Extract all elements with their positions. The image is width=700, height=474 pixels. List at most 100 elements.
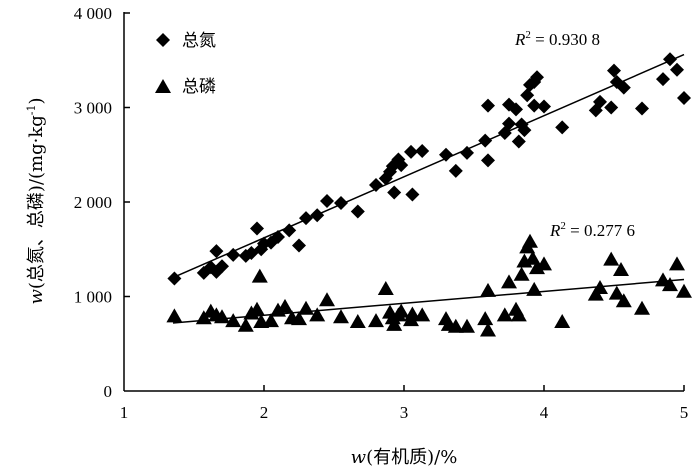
point-phosphorus xyxy=(368,313,384,328)
point-phosphorus xyxy=(309,307,326,322)
point-phosphorus xyxy=(404,306,421,321)
point-nitrogen xyxy=(405,187,420,202)
legend-triangle-marker xyxy=(155,79,171,93)
point-phosphorus xyxy=(263,313,279,328)
trend-lines xyxy=(172,53,685,324)
point-nitrogen xyxy=(334,195,348,210)
y-tick-label: 2 000 xyxy=(74,193,112,212)
point-phosphorus xyxy=(166,308,183,323)
x-axis-title: w(有机质)/% xyxy=(351,447,458,468)
point-nitrogen xyxy=(607,63,621,78)
trendline-nitrogen xyxy=(172,53,685,279)
point-nitrogen xyxy=(537,99,551,114)
y-tick-label: 1 000 xyxy=(74,288,112,307)
legend-diamond-marker xyxy=(156,33,170,47)
r2-nitrogen-sup: 2 xyxy=(525,29,531,41)
point-nitrogen xyxy=(394,158,409,173)
point-phosphorus xyxy=(554,314,571,329)
point-nitrogen xyxy=(517,123,532,138)
y-tick-label: 3 000 xyxy=(74,99,112,118)
point-phosphorus xyxy=(529,260,545,275)
point-phosphorus xyxy=(459,318,475,333)
point-phosphorus xyxy=(349,314,366,329)
point-nitrogen xyxy=(509,102,523,117)
point-phosphorus xyxy=(377,280,394,295)
point-nitrogen xyxy=(415,143,430,158)
point-nitrogen xyxy=(656,72,670,87)
x-axis-title-text: (有机质)/% xyxy=(366,447,457,468)
r2-phosphorus-symbol: R xyxy=(549,221,561,240)
point-phosphorus xyxy=(608,285,625,300)
point-nitrogen xyxy=(215,259,229,274)
point-phosphorus xyxy=(592,279,608,294)
point-phosphorus xyxy=(477,311,494,326)
point-phosphorus xyxy=(501,274,517,289)
point-phosphorus xyxy=(480,322,496,337)
point-nitrogen xyxy=(226,247,241,262)
y-axis-title-text: (总氮、总磷)/(mg·kg xyxy=(26,115,47,289)
point-nitrogen xyxy=(460,145,474,160)
point-nitrogen xyxy=(677,91,691,106)
point-phosphorus xyxy=(333,309,349,324)
r2-nitrogen-value: = 0.930 8 xyxy=(531,30,600,49)
x-axis-title-var: w xyxy=(351,447,367,468)
point-phosphorus xyxy=(386,316,403,331)
legend: 总氮 总磷 xyxy=(155,31,216,97)
r2-phosphorus-sup: 2 xyxy=(560,220,566,232)
y-axis-title-sup: -1 xyxy=(25,105,38,116)
point-phosphorus xyxy=(214,309,230,324)
x-tick-label: 1 xyxy=(120,403,129,422)
point-phosphorus xyxy=(277,298,293,313)
point-nitrogen xyxy=(167,271,182,286)
point-nitrogen xyxy=(635,101,649,116)
point-nitrogen xyxy=(511,134,526,149)
point-phosphorus xyxy=(662,277,678,292)
point-phosphorus xyxy=(536,256,552,271)
point-phosphorus xyxy=(270,302,286,317)
point-nitrogen xyxy=(209,244,224,259)
point-nitrogen xyxy=(527,98,542,113)
point-nitrogen xyxy=(593,94,607,109)
point-phosphorus xyxy=(513,266,530,281)
point-phosphorus xyxy=(237,317,254,332)
point-phosphorus xyxy=(603,251,620,266)
point-nitrogen xyxy=(530,70,544,85)
point-phosphorus xyxy=(291,311,307,326)
point-phosphorus xyxy=(447,318,464,333)
legend-label-nitrogen: 总氮 xyxy=(182,31,216,51)
point-phosphorus xyxy=(393,303,410,318)
point-nitrogen xyxy=(250,221,264,236)
point-phosphorus xyxy=(480,282,496,297)
point-nitrogen xyxy=(448,163,463,178)
point-phosphorus xyxy=(669,256,685,271)
point-nitrogen xyxy=(310,208,325,223)
point-phosphorus xyxy=(414,307,431,322)
point-nitrogen xyxy=(502,116,516,131)
y-axis-title-end: ) xyxy=(26,97,47,104)
point-phosphorus xyxy=(251,268,268,283)
point-nitrogen xyxy=(555,120,570,135)
point-nitrogen xyxy=(481,98,495,113)
point-nitrogen xyxy=(616,80,631,95)
y-tick-label: 4 000 xyxy=(74,4,112,23)
point-phosphorus xyxy=(319,292,335,307)
point-phosphorus xyxy=(298,300,314,315)
r2-phosphorus: R2 = 0.277 6 xyxy=(549,220,635,240)
point-phosphorus xyxy=(510,307,527,322)
point-phosphorus xyxy=(496,307,513,322)
r2-nitrogen-symbol: R xyxy=(514,30,526,49)
point-nitrogen xyxy=(520,88,535,103)
point-nitrogen xyxy=(299,211,313,226)
point-nitrogen xyxy=(292,238,306,253)
point-phosphorus xyxy=(634,300,650,315)
y-axis-title: w(总氮、总磷)/(mg·kg-1) xyxy=(25,97,47,304)
point-nitrogen xyxy=(439,147,453,162)
point-nitrogen xyxy=(271,229,285,244)
point-nitrogen xyxy=(663,52,677,67)
point-nitrogen xyxy=(387,185,402,200)
x-tick-label: 2 xyxy=(260,403,269,422)
r2-nitrogen: R2 = 0.930 8 xyxy=(514,29,600,49)
legend-label-phosphorus: 总磷 xyxy=(182,77,216,97)
y-axis-title-var: w xyxy=(26,289,47,305)
